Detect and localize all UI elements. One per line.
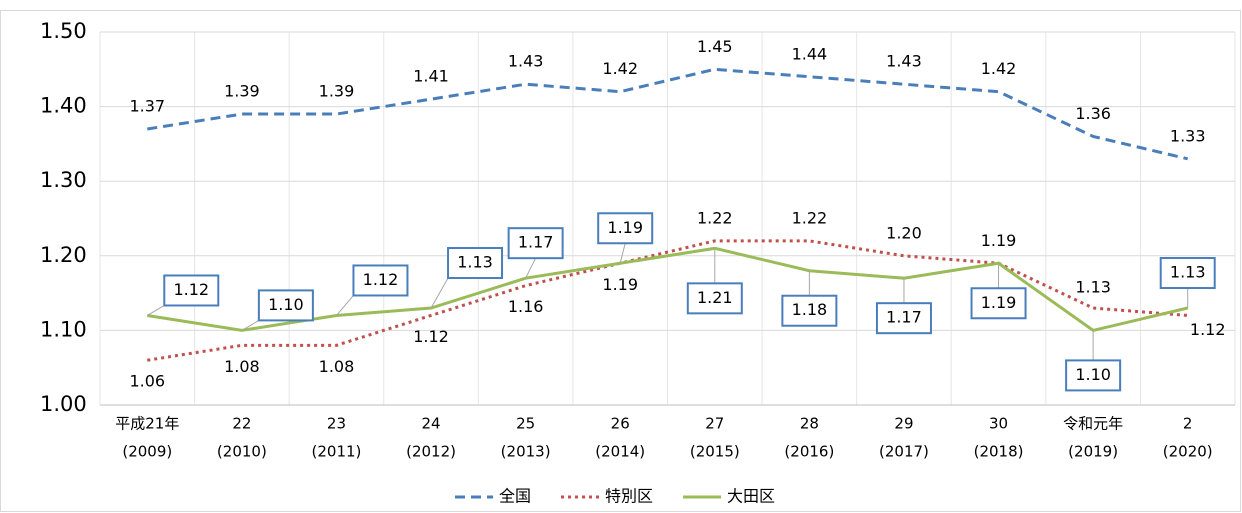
x-tick-label: (2012) — [406, 443, 456, 461]
data-label: 1.33 — [1170, 126, 1206, 145]
label-box — [781, 294, 838, 327]
data-label: 1.13 — [1170, 263, 1206, 282]
data-label: 1.13 — [457, 253, 493, 272]
legend-label: 特別区 — [605, 487, 653, 506]
leader-line — [147, 305, 165, 316]
legend-label: 全国 — [499, 487, 531, 506]
y-tick-label: 1.40 — [40, 94, 87, 118]
data-label: 1.43 — [886, 52, 922, 71]
label-box — [507, 227, 564, 260]
x-tick-label: 29 — [894, 415, 913, 433]
x-tick-label: (2019) — [1068, 443, 1118, 461]
label-box — [163, 274, 220, 307]
x-tick-label: (2014) — [595, 443, 645, 461]
x-tick-label: 30 — [989, 415, 1008, 433]
data-label: 1.12 — [363, 270, 399, 289]
data-label: 1.22 — [697, 208, 733, 227]
data-label: 1.37 — [129, 96, 165, 115]
x-tick-label: 2 — [1183, 415, 1193, 433]
x-tick-label: 27 — [705, 415, 724, 433]
data-label: 1.16 — [508, 297, 544, 316]
data-label: 1.08 — [319, 357, 355, 376]
data-label: 1.43 — [508, 52, 544, 71]
leader-line — [525, 257, 537, 279]
y-tick-label: 1.00 — [40, 392, 87, 416]
y-tick-label: 1.20 — [40, 243, 87, 267]
data-label: 1.42 — [981, 59, 1017, 78]
data-label: 1.19 — [981, 231, 1017, 250]
data-label: 1.06 — [129, 372, 165, 391]
leader-line — [241, 319, 260, 331]
data-label: 1.44 — [792, 44, 828, 63]
data-label: 1.21 — [697, 288, 733, 307]
label-box — [447, 247, 504, 280]
data-label: 1.39 — [224, 82, 260, 101]
data-label: 1.45 — [697, 37, 733, 56]
data-label: 1.22 — [792, 208, 828, 227]
label-box — [875, 302, 932, 335]
x-tick-label: 22 — [232, 415, 251, 433]
data-label: 1.10 — [268, 295, 304, 314]
data-label: 1.17 — [518, 233, 554, 252]
x-tick-label: 平成21年 — [115, 415, 179, 433]
label-box — [352, 264, 409, 297]
y-tick-label: 1.30 — [40, 168, 87, 192]
x-tick-label: (2018) — [974, 443, 1024, 461]
x-tick-label: 25 — [516, 415, 535, 433]
data-label: 1.13 — [1075, 278, 1111, 297]
legend-label: 大田区 — [727, 487, 775, 506]
data-label: 1.20 — [886, 223, 922, 242]
label-box — [1159, 257, 1216, 290]
x-tick-label: 28 — [800, 415, 819, 433]
series-line — [147, 246, 1189, 333]
data-label: 1.12 — [1190, 320, 1226, 339]
x-tick-label: (2013) — [501, 443, 551, 461]
x-tick-label: (2020) — [1163, 443, 1213, 461]
leader-line — [619, 243, 626, 264]
leader-line — [430, 277, 449, 309]
data-label: 1.19 — [602, 275, 638, 294]
x-tick-label: 23 — [327, 415, 346, 433]
x-tick-label: 24 — [421, 415, 440, 433]
y-tick-label: 1.50 — [40, 19, 87, 43]
x-tick-label: (2009) — [122, 443, 172, 461]
data-label: 1.41 — [413, 67, 449, 86]
label-box — [597, 212, 654, 245]
y-tick-label: 1.10 — [40, 317, 87, 341]
data-label: 1.19 — [981, 293, 1017, 312]
x-tick-label: (2017) — [879, 443, 929, 461]
series-line — [147, 239, 1188, 362]
label-box — [970, 287, 1027, 320]
data-label: 1.08 — [224, 357, 260, 376]
data-label: 1.18 — [792, 300, 828, 319]
data-label: 1.36 — [1075, 104, 1111, 123]
label-box — [686, 282, 743, 315]
x-tick-label: (2010) — [217, 443, 267, 461]
x-tick-label: (2011) — [312, 443, 362, 461]
data-label: 1.42 — [602, 59, 638, 78]
x-tick-label: 令和元年 — [1063, 415, 1123, 433]
data-label: 1.12 — [413, 327, 449, 346]
x-tick-label: (2016) — [784, 443, 834, 461]
data-label: 1.39 — [319, 82, 355, 101]
data-label: 1.17 — [886, 308, 922, 327]
x-tick-label: (2015) — [690, 443, 740, 461]
label-box — [257, 289, 314, 322]
data-label: 1.10 — [1075, 365, 1111, 384]
label-box — [1065, 359, 1122, 392]
leader-line — [336, 295, 354, 316]
data-label: 1.12 — [173, 280, 209, 299]
data-label: 1.19 — [607, 218, 643, 237]
x-tick-label: 26 — [611, 415, 630, 433]
